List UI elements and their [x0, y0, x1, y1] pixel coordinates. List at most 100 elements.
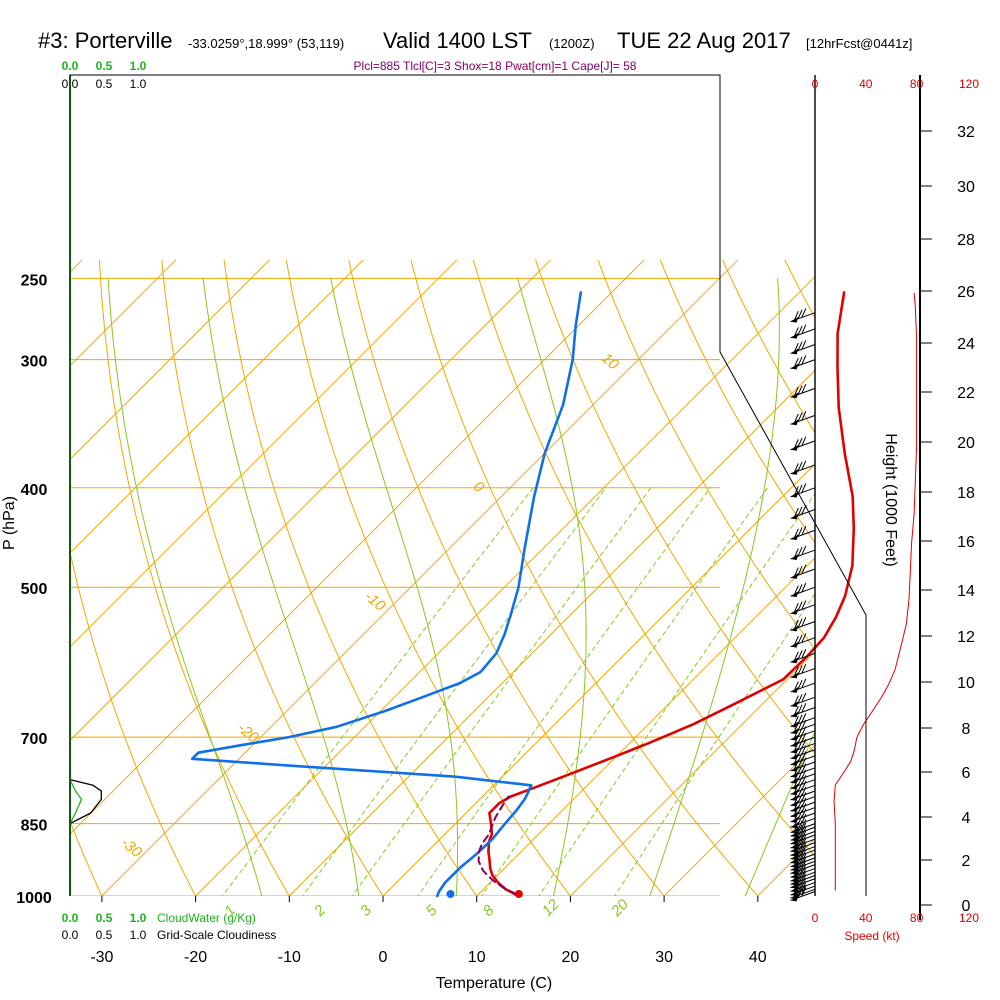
wind-barb-feather [797, 888, 803, 898]
height-tick-label: 0 [962, 898, 971, 915]
speed-tick-top: 40 [859, 77, 873, 91]
valid-zulu: (1200Z) [549, 36, 595, 51]
wind-barb-feather [797, 886, 803, 896]
dry-adiabat-line [659, 259, 815, 544]
wind-barb-feather [797, 679, 803, 690]
pressure-tick-label: 700 [21, 731, 48, 748]
cloud-water-tick-bottom: 1.0 [130, 911, 147, 925]
height-tick-label: 4 [962, 810, 971, 827]
wind-barb-feather [801, 505, 807, 515]
height-tick-label: 8 [962, 721, 971, 738]
wind-barb-feather [801, 483, 807, 493]
wind-barb-feather [793, 567, 799, 577]
pressure-tick-label: 400 [21, 482, 48, 499]
wind-barb-feather [793, 413, 799, 424]
wind-barb-feather [801, 436, 807, 446]
pressure-tick-label: 1000 [16, 890, 52, 907]
y-axis-title: P (hPa) [1, 496, 18, 550]
wind-barb-feather [801, 460, 807, 470]
wind-barb-feather [793, 651, 799, 662]
surface-temperature-dot [514, 890, 523, 898]
wind-barb-feather [797, 341, 803, 351]
wind-barb-feather [797, 309, 803, 320]
pressure-tick-label: 250 [21, 272, 48, 289]
isotherm-line [475, 556, 815, 896]
wind-barb-feather [797, 704, 803, 714]
wind-barb-feather [797, 506, 803, 516]
wind-barb-feather [801, 355, 807, 365]
wind-barb [790, 324, 816, 339]
wind-barb-feather [793, 636, 799, 646]
wind-barb-feather [793, 311, 799, 321]
dry-adiabat-line [70, 549, 197, 896]
wind-barb-feather [801, 664, 807, 674]
wind-barb-feather [793, 705, 799, 716]
wind-barb-feather [801, 648, 807, 659]
speed-tick-bottom: 80 [910, 911, 924, 925]
wind-barb-feather [793, 528, 799, 538]
isotherm-line [70, 259, 270, 461]
height-tick-label: 6 [962, 765, 971, 782]
isotherm-line [70, 259, 364, 554]
wind-barb-feather [797, 461, 803, 472]
temperature-line [487, 291, 856, 898]
temperature-tick-label: -20 [184, 949, 207, 966]
speed-tick-top: 120 [959, 77, 979, 91]
speed-tick-top: 80 [910, 77, 924, 91]
wind-barb [790, 633, 816, 648]
dry-adiabat-line [410, 259, 759, 896]
wind-barb [790, 355, 816, 370]
wind-barb-feather [801, 617, 807, 627]
temperature-tick-label: 0 [379, 949, 388, 966]
wind-barb [790, 600, 816, 615]
moist-adiabat-line [649, 277, 780, 896]
moist-adiabat-line [107, 277, 263, 896]
wind-barb-feather [793, 342, 799, 353]
temperature-tick-label: -10 [278, 949, 301, 966]
dry-adiabat-line [161, 259, 384, 896]
wind-barb-feather [797, 547, 803, 557]
wind-barb-feather [801, 813, 807, 824]
dry-adiabat-line [597, 259, 815, 651]
wind-barb [790, 564, 816, 579]
isotherm-line [70, 259, 645, 835]
wind-barb-feather [801, 797, 807, 808]
wind-barb-feather [793, 681, 799, 691]
temperature-tick-label: 10 [468, 949, 486, 966]
cloud-water-title: CloudWater (g/Kg) [157, 911, 256, 925]
isotherm-line [70, 259, 458, 648]
moist-adiabat-line [744, 729, 815, 896]
forecast-info: [12hrFcst@0441z] [806, 36, 912, 51]
cloudiness-tick-top: 1.0 [130, 77, 147, 91]
pressure-tick-label: 500 [21, 581, 48, 598]
height-tick-label: 18 [957, 485, 975, 502]
valid-date: TUE 22 Aug 2017 [617, 28, 791, 53]
cloudiness-tick-top: 0.0 [62, 77, 79, 91]
mixing-ratio-line [351, 487, 652, 896]
wind-barb-feather [793, 386, 799, 397]
wind-barbs [790, 308, 816, 902]
speed-tick-top: 0 [812, 77, 819, 91]
wind-barb [790, 769, 816, 784]
dry-adiabat-line [535, 259, 815, 755]
temperature-tick-label: 40 [749, 949, 767, 966]
wind-barb-feather [797, 804, 803, 814]
height-tick-label: 20 [957, 435, 975, 452]
dry-adiabat-line [285, 259, 572, 896]
wind-barb-feather [797, 412, 803, 422]
wind-barb-feather [801, 692, 807, 703]
isotherm-line [70, 259, 551, 742]
wind-barb-feather [793, 715, 799, 726]
wind-barb-feather [797, 565, 803, 576]
height-tick-label: 14 [957, 583, 975, 600]
wind-barb-feather [797, 665, 803, 675]
wind-barb-feather [801, 545, 807, 556]
wind-barb-feather [801, 887, 807, 897]
wind-barb-feather [801, 786, 807, 796]
wind-barb-feather [793, 585, 799, 595]
wind-barb-feather [797, 815, 803, 825]
wind-barb-feather [793, 486, 799, 496]
wind-barb [790, 410, 816, 426]
